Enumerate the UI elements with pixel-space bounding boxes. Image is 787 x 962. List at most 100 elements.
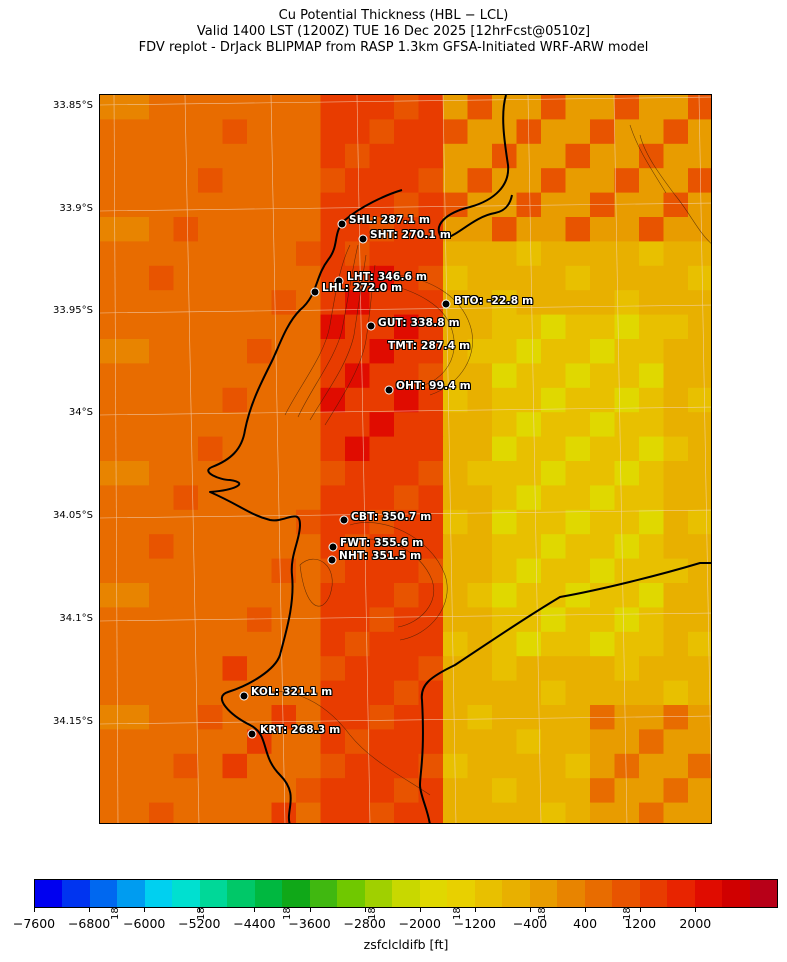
field-cell bbox=[198, 387, 223, 413]
colorbar-tick-label: 1200 bbox=[624, 916, 657, 931]
field-cell bbox=[345, 753, 370, 779]
colorbar-swatch bbox=[447, 880, 475, 907]
field-cell bbox=[222, 314, 248, 340]
field-cell bbox=[541, 509, 566, 535]
field-cell bbox=[369, 217, 395, 242]
station-marker[interactable] bbox=[339, 515, 349, 525]
field-cell bbox=[271, 705, 297, 730]
field-cell bbox=[124, 485, 150, 511]
field-cell bbox=[418, 802, 444, 823]
field-cell bbox=[198, 265, 223, 291]
station-marker[interactable] bbox=[310, 287, 320, 297]
field-cell bbox=[614, 290, 640, 316]
field-cell bbox=[345, 168, 370, 194]
graticule-line bbox=[356, 95, 371, 823]
field-cell bbox=[516, 509, 542, 535]
station-marker[interactable] bbox=[239, 691, 249, 701]
field-cell bbox=[541, 583, 566, 608]
field-cell bbox=[688, 95, 711, 120]
field-cell bbox=[247, 461, 272, 486]
field-cell bbox=[516, 705, 542, 730]
station-label: OHT: 99.4 m bbox=[396, 380, 471, 392]
field-cell bbox=[663, 314, 689, 340]
field-cell bbox=[590, 143, 615, 169]
field-cell bbox=[173, 363, 199, 389]
field-cell bbox=[614, 168, 640, 194]
colorbar-swatch bbox=[749, 880, 778, 907]
field-cell bbox=[418, 95, 444, 120]
field-cell bbox=[198, 363, 223, 389]
field-cell bbox=[492, 607, 517, 633]
field-cell bbox=[345, 705, 370, 730]
field-cell bbox=[443, 143, 468, 169]
field-cell bbox=[271, 485, 297, 511]
field-cell bbox=[369, 168, 395, 194]
colorbar-tick-mark bbox=[419, 908, 421, 912]
field-cell bbox=[492, 339, 517, 364]
field-cell bbox=[247, 168, 272, 194]
station-marker[interactable] bbox=[358, 234, 368, 244]
field-cell bbox=[565, 753, 591, 779]
field-cell bbox=[369, 656, 395, 682]
field-cell bbox=[688, 168, 711, 194]
field-cell bbox=[639, 168, 664, 194]
field-cell bbox=[467, 729, 493, 755]
field-cell bbox=[590, 461, 615, 486]
field-cell bbox=[541, 729, 566, 755]
station-marker[interactable] bbox=[384, 385, 394, 395]
field-cell bbox=[369, 241, 395, 267]
field-cell bbox=[222, 412, 248, 438]
field-cell bbox=[100, 363, 125, 389]
field-cell bbox=[124, 631, 150, 657]
field-cell bbox=[394, 558, 419, 584]
field-cell bbox=[100, 143, 125, 169]
field-cell bbox=[173, 192, 199, 218]
field-cell bbox=[222, 168, 248, 194]
field-cell bbox=[663, 680, 689, 706]
field-cell bbox=[271, 631, 297, 657]
coastline bbox=[207, 189, 403, 823]
field-cell bbox=[688, 705, 711, 730]
field-cell bbox=[541, 119, 566, 145]
station-marker[interactable] bbox=[441, 299, 451, 309]
graticule-line bbox=[100, 509, 711, 519]
station-marker[interactable] bbox=[334, 276, 344, 286]
field-cell bbox=[639, 680, 664, 706]
field-cell bbox=[100, 192, 125, 218]
field-cell bbox=[565, 656, 591, 682]
station-marker[interactable] bbox=[247, 729, 257, 739]
field-cell bbox=[100, 314, 125, 340]
field-cell bbox=[541, 485, 566, 511]
field-cell bbox=[124, 436, 150, 462]
station-marker[interactable] bbox=[337, 219, 347, 229]
field-cell bbox=[590, 485, 615, 511]
colorbar-swatch bbox=[309, 880, 338, 907]
field-cell bbox=[198, 802, 223, 823]
field-cell bbox=[639, 656, 664, 682]
field-cell bbox=[516, 95, 542, 120]
field-cell bbox=[345, 656, 370, 682]
station-marker[interactable] bbox=[327, 555, 337, 565]
field-cell bbox=[222, 656, 248, 682]
field-cell bbox=[320, 485, 346, 511]
terrain-contour bbox=[297, 244, 359, 418]
terrain-contour bbox=[629, 124, 667, 194]
field-cell bbox=[516, 558, 542, 584]
field-cell bbox=[492, 436, 517, 462]
station-marker[interactable] bbox=[328, 542, 338, 552]
field-cell bbox=[639, 534, 664, 560]
station-marker[interactable] bbox=[366, 321, 376, 331]
field-cell bbox=[394, 314, 419, 340]
field-cell bbox=[198, 143, 223, 169]
field-cell bbox=[198, 412, 223, 438]
field-cell bbox=[590, 290, 615, 316]
field-cell bbox=[271, 119, 297, 145]
field-cell bbox=[516, 802, 542, 823]
field-cell bbox=[541, 534, 566, 560]
field-cell bbox=[198, 95, 223, 120]
field-cell bbox=[590, 778, 615, 804]
field-cell bbox=[516, 778, 542, 804]
terrain-contour bbox=[284, 244, 351, 416]
field-cell bbox=[100, 265, 125, 291]
field-cell bbox=[173, 387, 199, 413]
